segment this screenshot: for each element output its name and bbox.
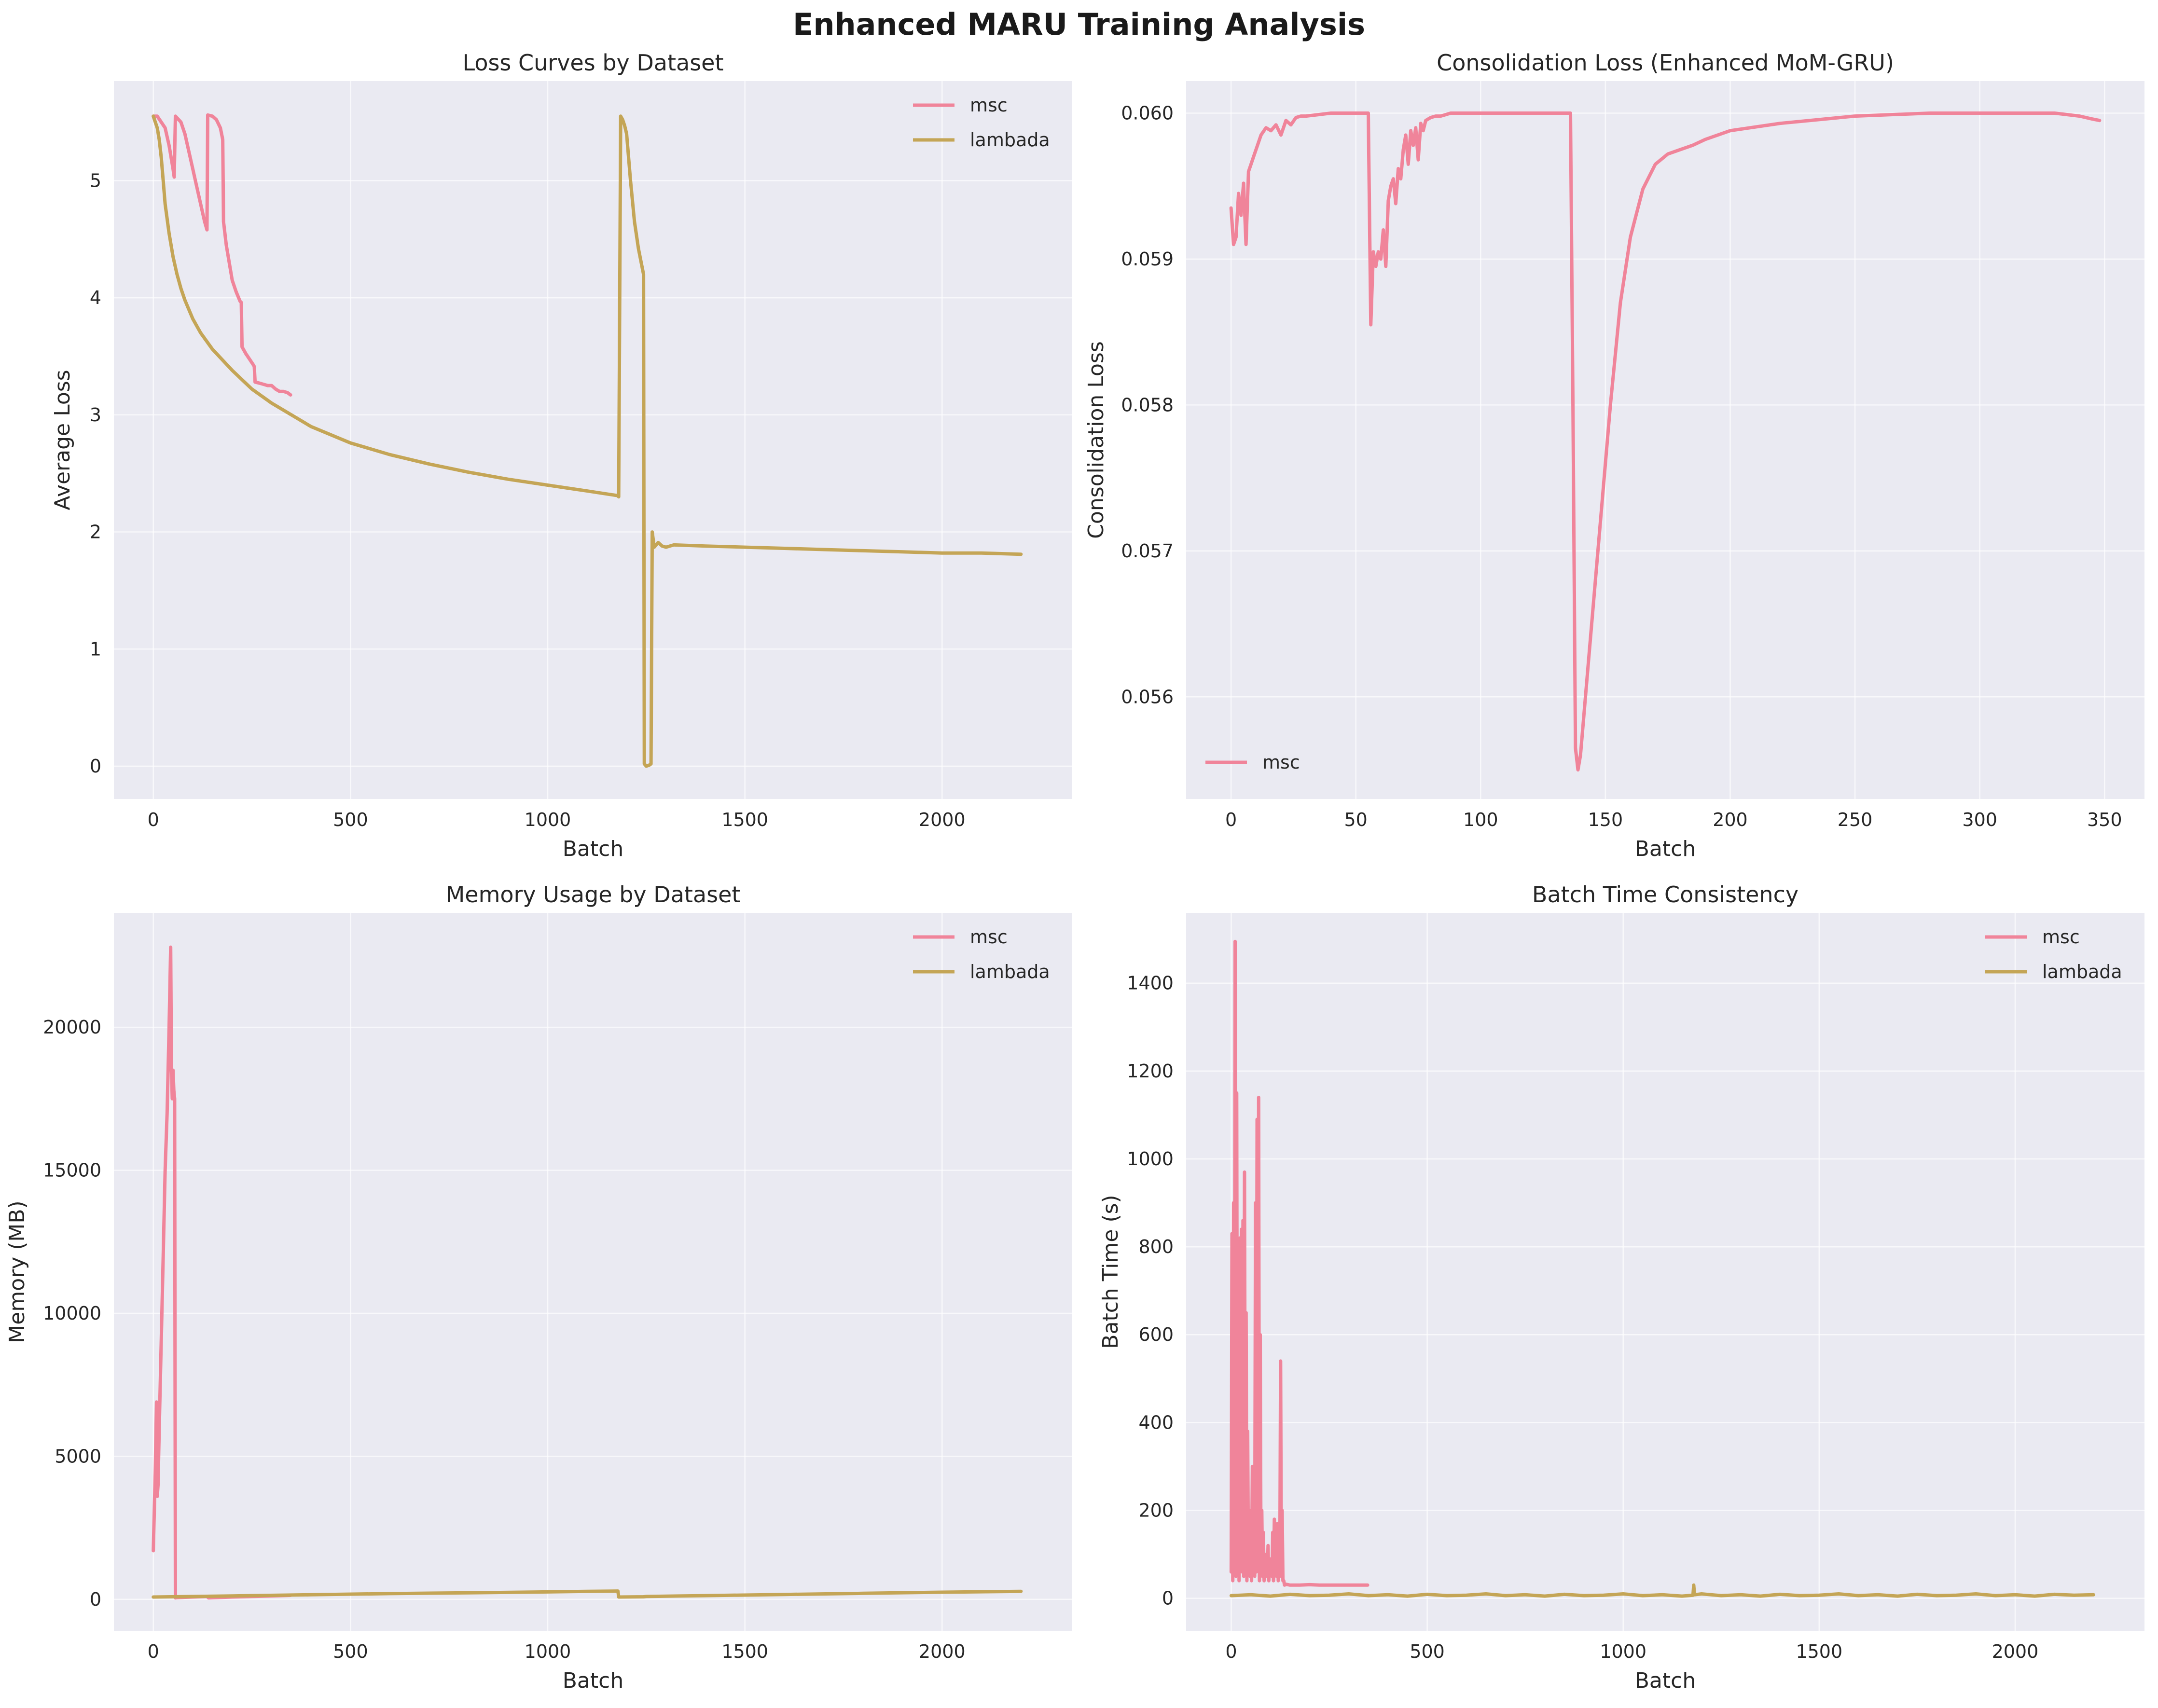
x-tick-label: 500 xyxy=(333,809,368,830)
series-line-msc xyxy=(1229,111,2102,771)
y-tick-label: 600 xyxy=(1138,1324,1174,1345)
x-tick-label: 150 xyxy=(1588,809,1623,830)
x-axis-label: Batch xyxy=(563,837,623,861)
y-tick-label: 0.059 xyxy=(1121,248,1174,270)
x-tick-label: 1500 xyxy=(721,1641,768,1662)
y-tick-label: 5 xyxy=(90,170,101,191)
series-group xyxy=(1229,939,2095,1598)
x-tick-label: 0 xyxy=(1225,1641,1237,1662)
y-tick-label: 800 xyxy=(1138,1236,1174,1257)
x-axis-label: Batch xyxy=(563,1668,623,1693)
x-tick-label: 1500 xyxy=(721,809,768,830)
legend-label-msc: msc xyxy=(1262,752,1300,773)
y-tick-label: 0 xyxy=(1162,1588,1174,1609)
x-tick-label: 0 xyxy=(148,1641,159,1662)
y-axis-label: Consolidation Loss xyxy=(1084,341,1108,539)
x-tick-label: 100 xyxy=(1463,809,1498,830)
y-tick-label: 3 xyxy=(90,404,101,426)
y-tick-label: 0.060 xyxy=(1121,103,1174,124)
legend-label-lambada: lambada xyxy=(970,961,1050,982)
y-tick-label: 4 xyxy=(90,287,101,308)
x-tick-label: 500 xyxy=(1410,1641,1445,1662)
series-line-lambada xyxy=(1229,1583,2095,1598)
y-tick-label: 1200 xyxy=(1127,1061,1174,1082)
x-tick-label: 2000 xyxy=(1992,1641,2039,1662)
y-tick-label: 0 xyxy=(90,1589,101,1610)
x-tick-label: 1000 xyxy=(525,1641,571,1662)
x-tick-label: 300 xyxy=(1962,809,1997,830)
subplot-title: Consolidation Loss (Enhanced MoM-GRU) xyxy=(1437,50,1894,76)
plot-area xyxy=(114,913,1072,1631)
legend-label-msc: msc xyxy=(970,926,1008,948)
y-tick-label: 0 xyxy=(90,756,101,777)
y-axis-label: Batch Time (s) xyxy=(1098,1195,1123,1349)
y-tick-label: 1000 xyxy=(1127,1148,1174,1170)
x-tick-label: 350 xyxy=(2087,809,2122,830)
x-tick-label: 0 xyxy=(148,809,159,830)
x-tick-label: 1500 xyxy=(1796,1641,1842,1662)
y-tick-label: 20000 xyxy=(43,1017,101,1038)
series-line-msc xyxy=(1229,939,1370,1587)
y-axis-label: Average Loss xyxy=(50,370,75,510)
y-tick-label: 0.057 xyxy=(1121,540,1174,562)
x-tick-label: 1000 xyxy=(525,809,571,830)
y-tick-label: 10000 xyxy=(43,1303,101,1324)
y-tick-label: 400 xyxy=(1138,1412,1174,1433)
x-tick-label: 2000 xyxy=(919,809,966,830)
figure-title: Enhanced MARU Training Analysis xyxy=(792,7,1366,42)
x-tick-label: 500 xyxy=(333,1641,368,1662)
series-group xyxy=(152,113,1023,768)
x-tick-label: 200 xyxy=(1713,809,1748,830)
series-line-msc xyxy=(152,113,292,397)
series-line-lambada xyxy=(152,1589,1023,1599)
panel-loss-curves: 0 500 1000 1500 2000 0 1 2 3 4 5 Loss Curves by Dat… xyxy=(50,50,1072,861)
y-tick-label: 200 xyxy=(1138,1500,1174,1521)
x-axis-label: Batch xyxy=(1635,1668,1696,1693)
y-tick-label: 0.058 xyxy=(1121,394,1174,415)
legend-label-lambada: lambada xyxy=(2042,961,2122,982)
series-line-lambada xyxy=(152,114,1023,768)
panel-consolidation-loss: 0 50 100 150 200 250 300 350 0.056 0.057 0.058 0.05… xyxy=(1084,50,2144,861)
subplot-title: Batch Time Consistency xyxy=(1532,882,1798,908)
x-tick-label: 1000 xyxy=(1600,1641,1646,1662)
y-tick-label: 1400 xyxy=(1127,973,1174,994)
legend-label-lambada: lambada xyxy=(970,129,1050,151)
x-tick-label: 50 xyxy=(1344,809,1368,830)
x-axis-label: Batch xyxy=(1635,837,1696,861)
panel-batch-time: 0 500 1000 1500 2000 0 200 400 600 800 1000 1200 140… xyxy=(1098,882,2144,1693)
series-group xyxy=(152,945,1023,1600)
x-tick-label: 0 xyxy=(1225,809,1237,830)
y-tick-label: 0.056 xyxy=(1121,686,1174,707)
legend-label-msc: msc xyxy=(970,95,1008,116)
plot-area xyxy=(1186,913,2144,1631)
panel-memory-usage: 0 500 1000 1500 200005000100001500020000Memo… xyxy=(5,882,1072,1693)
y-tick-label: 15000 xyxy=(43,1160,101,1181)
x-tick-label: 2000 xyxy=(919,1641,966,1662)
y-axis-label: Memory (MB) xyxy=(5,1200,29,1343)
legend-label-msc: msc xyxy=(2042,926,2080,948)
series-group xyxy=(1229,111,2102,771)
plot-area xyxy=(1186,81,2144,799)
y-tick-label: 5000 xyxy=(55,1446,101,1467)
plot-area xyxy=(114,81,1072,799)
x-tick-label: 250 xyxy=(1838,809,1873,830)
subplot-title: Loss Curves by Dataset xyxy=(463,50,724,76)
subplot-title: Memory Usage by Dataset xyxy=(446,882,741,908)
y-tick-label: 2 xyxy=(90,522,101,543)
y-tick-label: 1 xyxy=(90,638,101,660)
